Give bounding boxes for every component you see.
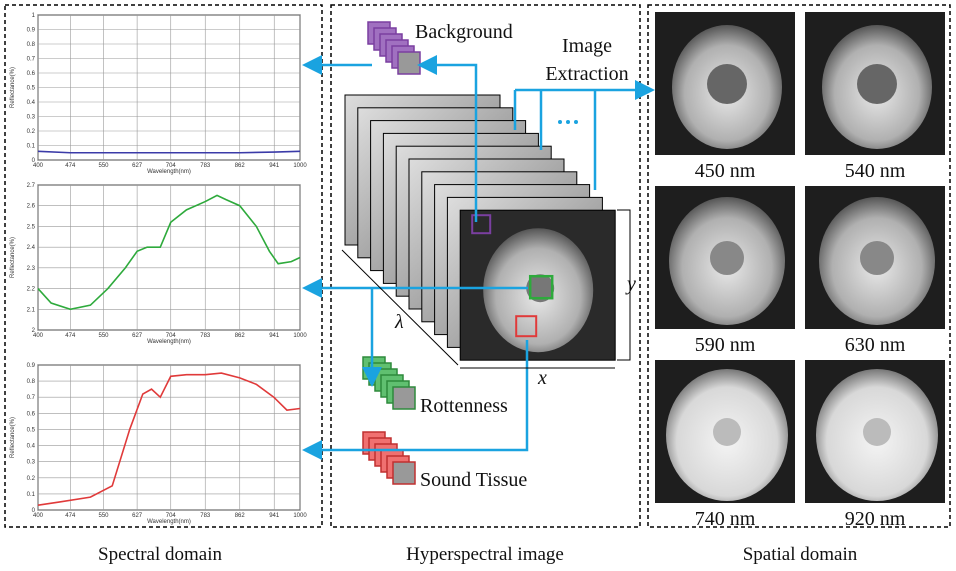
y-axis-label: Reflectance(%) [10, 67, 16, 108]
x-axis-label: Wavelength(nm) [147, 339, 191, 345]
y-tick-label: 0.3 [27, 460, 36, 466]
x-axis-label: Wavelength(nm) [147, 519, 191, 525]
x-tick-label: 862 [235, 163, 246, 169]
x-tick-label: 627 [132, 513, 143, 519]
core [857, 64, 897, 104]
image-label: 540 nm [845, 160, 906, 182]
label: Extraction [545, 63, 628, 85]
axis-label: x [537, 367, 547, 389]
caption: Hyperspectral image [406, 544, 564, 565]
x-tick-label: 550 [98, 333, 109, 339]
x-tick-label: 627 [132, 333, 143, 339]
x-tick-label: 862 [235, 513, 246, 519]
y-tick-label: 2.5 [27, 224, 36, 230]
y-tick-label: 0.6 [27, 71, 36, 77]
y-tick-label: 0.4 [27, 444, 36, 450]
x-tick-label: 941 [269, 163, 280, 169]
y-tick-label: 0.7 [27, 57, 36, 63]
x-tick-label: 627 [132, 163, 143, 169]
x-tick-label: 862 [235, 333, 246, 339]
y-tick-label: 0.8 [27, 42, 36, 48]
core [710, 241, 744, 275]
x-tick-label: 474 [65, 333, 76, 339]
y-tick-label: 0.2 [27, 129, 36, 135]
x-tick-label: 1000 [293, 333, 307, 339]
y-tick-label: 0.7 [27, 395, 36, 401]
y-tick-label: 0.5 [27, 427, 36, 433]
y-tick-label: 2.7 [27, 183, 36, 189]
x-tick-label: 1000 [293, 513, 307, 519]
core [863, 418, 891, 446]
y-tick-label: 0.9 [27, 28, 36, 34]
x-tick-label: 783 [200, 333, 211, 339]
image-label: 450 nm [695, 160, 756, 182]
x-tick-label: 1000 [293, 163, 307, 169]
x-tick-label: 783 [200, 163, 211, 169]
y-tick-label: 0.3 [27, 115, 36, 121]
axis-label: λ [394, 311, 404, 333]
icon-square [398, 52, 420, 74]
core [860, 241, 894, 275]
x-tick-label: 783 [200, 513, 211, 519]
x-tick-label: 550 [98, 513, 109, 519]
x-axis-label: Wavelength(nm) [147, 169, 191, 175]
x-tick-label: 400 [33, 333, 44, 339]
icon-square [393, 462, 415, 484]
y-tick-label: 0.1 [27, 492, 36, 498]
y-tick-label: 2.3 [27, 266, 36, 272]
y-tick-label: 0.4 [27, 100, 36, 106]
y-tick-label: 2.1 [27, 307, 36, 313]
caption: Spectral domain [98, 544, 222, 565]
y-tick-label: 0.9 [27, 363, 36, 369]
y-tick-label: 2.2 [27, 287, 36, 293]
label: Background [415, 21, 513, 43]
y-tick-label: 0.1 [27, 144, 36, 150]
x-tick-label: 400 [33, 513, 44, 519]
core [707, 64, 747, 104]
image-label: 740 nm [695, 508, 756, 530]
caption: Spatial domain [743, 544, 858, 565]
y-tick-label: 0.6 [27, 411, 36, 417]
label: Rottenness [420, 395, 508, 417]
y-axis-label: Reflectance(%) [10, 237, 16, 278]
x-tick-label: 550 [98, 163, 109, 169]
y-tick-label: 0.2 [27, 476, 36, 482]
x-tick-label: 941 [269, 333, 280, 339]
icon-square [393, 387, 415, 409]
x-tick-label: 474 [65, 163, 76, 169]
x-tick-label: 474 [65, 513, 76, 519]
image-label: 920 nm [845, 508, 906, 530]
y-tick-label: 2.6 [27, 204, 36, 210]
y-tick-label: 2.4 [27, 245, 36, 251]
y-axis-label: Reflectance(%) [10, 417, 16, 458]
label: Image [562, 35, 612, 57]
figure: Spectral domain Hyperspectral image Spat… [0, 0, 956, 571]
y-tick-label: 0.8 [27, 379, 36, 385]
y-tick-label: 1 [32, 13, 36, 19]
label: Sound Tissue [420, 469, 527, 491]
hypercube [345, 95, 615, 360]
image-label: 630 nm [845, 334, 906, 356]
image-label: 590 nm [695, 334, 756, 356]
x-tick-label: 941 [269, 513, 280, 519]
core [713, 418, 741, 446]
x-tick-label: 400 [33, 163, 44, 169]
y-tick-label: 0.5 [27, 86, 36, 92]
